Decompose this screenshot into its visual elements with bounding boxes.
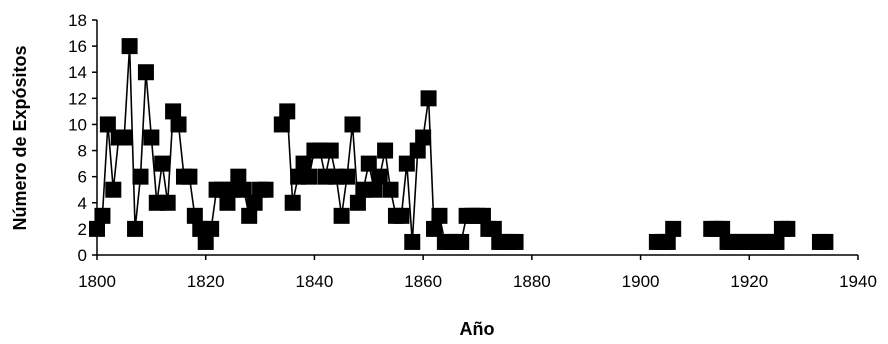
data-point: [127, 220, 144, 237]
data-point: [116, 129, 133, 146]
data-point: [181, 168, 198, 185]
data-point: [159, 194, 176, 211]
data-point: [197, 233, 214, 250]
data-point: [714, 220, 731, 237]
data-point: [165, 103, 182, 120]
data-point: [485, 220, 502, 237]
data-point: [94, 207, 111, 224]
y-axis-title: Número de Expósitos: [10, 45, 30, 230]
data-point: [393, 207, 410, 224]
y-tick-label: 16: [68, 37, 87, 56]
data-point: [507, 233, 524, 250]
data-point: [186, 207, 203, 224]
data-point: [659, 233, 676, 250]
data-point: [203, 220, 220, 237]
x-tick-label: 1840: [296, 272, 334, 291]
y-tick-label: 14: [68, 63, 87, 82]
ticks: 0 2 4 6 8 10 12 14 16 18 1800 1820 1840 1860 1880 1900 1…: [68, 11, 877, 291]
x-tick-label: 1800: [78, 272, 116, 291]
data-point: [779, 220, 796, 237]
data-point: [89, 220, 105, 237]
data-point: [295, 155, 312, 172]
data-point: [371, 168, 388, 185]
data-point: [241, 207, 258, 224]
data-point: [137, 64, 154, 81]
data-point: [415, 129, 432, 146]
data-point: [409, 142, 426, 159]
data-point: [453, 233, 470, 250]
data-point: [431, 207, 448, 224]
x-tick-label: 1820: [187, 272, 225, 291]
data-point: [219, 194, 236, 211]
data-point: [333, 207, 350, 224]
data-point: [360, 155, 377, 172]
data-point: [246, 194, 263, 211]
x-tick-label: 1940: [839, 272, 877, 291]
data-point: [665, 220, 682, 237]
data-point: [322, 142, 339, 159]
data-point: [474, 207, 491, 224]
x-tick-label: 1880: [513, 272, 551, 291]
data-point: [170, 116, 187, 133]
data-point: [404, 233, 421, 250]
y-tick-label: 0: [78, 246, 87, 265]
data-point: [99, 116, 116, 133]
x-axis-title: Año: [460, 319, 495, 339]
data-point: [420, 90, 437, 107]
data-point: [284, 194, 301, 211]
data-point: [768, 233, 785, 250]
x-tick-label: 1900: [622, 272, 660, 291]
data-point: [273, 116, 290, 133]
data-point: [344, 116, 361, 133]
data-point: [257, 181, 274, 198]
data-point: [377, 142, 394, 159]
data-point: [300, 168, 317, 185]
y-tick-label: 12: [68, 89, 87, 108]
data-point: [154, 155, 171, 172]
y-tick-label: 10: [68, 115, 87, 134]
data-point: [121, 38, 138, 55]
data-point: [366, 181, 383, 198]
data-point: [279, 103, 296, 120]
y-tick-label: 2: [78, 220, 87, 239]
x-tick-label: 1920: [730, 272, 768, 291]
data-point: [339, 168, 356, 185]
data-point: [105, 181, 122, 198]
data-point: [426, 220, 443, 237]
data-point: [235, 181, 252, 198]
data-point: [382, 181, 399, 198]
series-group: [89, 38, 834, 250]
x-tick-label: 1860: [404, 272, 442, 291]
series-line: [96, 46, 516, 244]
data-point: [398, 155, 415, 172]
y-tick-label: 18: [68, 11, 87, 30]
data-point: [132, 168, 149, 185]
data-point: [817, 233, 834, 250]
y-tick-label: 8: [78, 142, 87, 161]
data-point: [349, 194, 366, 211]
y-tick-label: 4: [78, 194, 87, 213]
data-point: [230, 168, 247, 185]
data-point: [143, 129, 160, 146]
y-tick-label: 6: [78, 168, 87, 187]
